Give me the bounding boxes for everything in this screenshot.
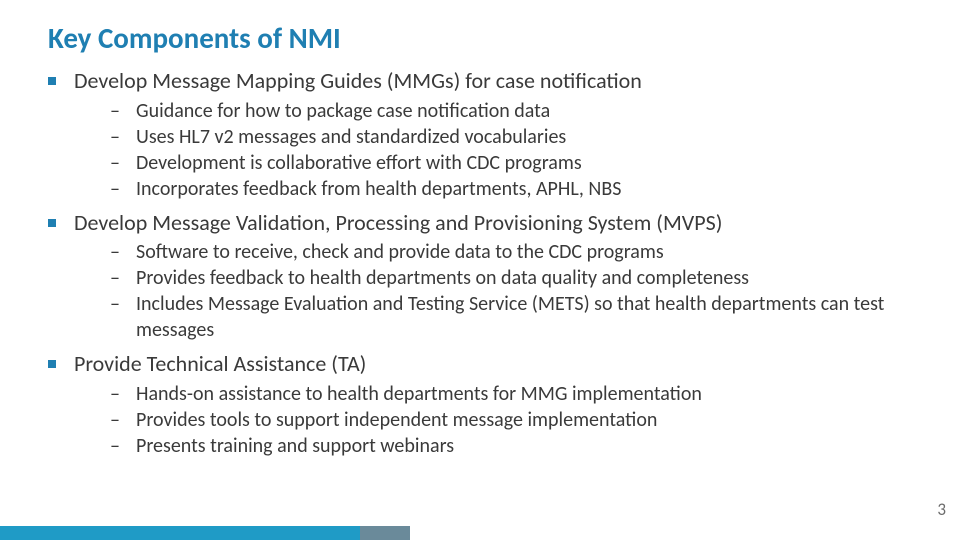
list-item: Provide Technical Assistance (TA) –Hands… [48, 349, 912, 459]
slide: Key Components of NMI Develop Message Ma… [0, 0, 960, 540]
sub-item-text: Uses HL7 v2 messages and standardized vo… [136, 124, 566, 150]
sub-list-item: –Development is collaborative effort wit… [110, 150, 912, 176]
sub-item-text: Software to receive, check and provide d… [136, 239, 664, 265]
list-item-text: Develop Message Validation, Processing a… [74, 208, 722, 238]
sub-item-text: Presents training and support webinars [136, 433, 454, 459]
square-bullet-icon [48, 360, 56, 368]
bullet-list: Develop Message Mapping Guides (MMGs) fo… [48, 66, 912, 459]
sub-list: –Guidance for how to package case notifi… [48, 98, 912, 202]
list-item-text: Provide Technical Assistance (TA) [74, 349, 366, 379]
dash-bullet-icon: – [110, 98, 124, 124]
dash-bullet-icon: – [110, 381, 124, 407]
dash-bullet-icon: – [110, 239, 124, 265]
dash-bullet-icon: – [110, 124, 124, 150]
sub-item-text: Provides feedback to health departments … [136, 265, 749, 291]
sub-item-text: Incorporates feedback from health depart… [136, 176, 621, 202]
sub-list-item: –Guidance for how to package case notifi… [110, 98, 912, 124]
dash-bullet-icon: – [110, 407, 124, 433]
sub-item-text: Provides tools to support independent me… [136, 407, 657, 433]
sub-list-item: –Hands-on assistance to health departmen… [110, 381, 912, 407]
page-number: 3 [937, 499, 946, 520]
sub-list: –Software to receive, check and provide … [48, 239, 912, 343]
sub-list-item: –Provides tools to support independent m… [110, 407, 912, 433]
list-item-text: Develop Message Mapping Guides (MMGs) fo… [74, 66, 642, 96]
sub-item-text: Development is collaborative effort with… [136, 150, 582, 176]
sub-list-item: –Includes Message Evaluation and Testing… [110, 291, 912, 343]
square-bullet-icon [48, 219, 56, 227]
list-item: Develop Message Mapping Guides (MMGs) fo… [48, 66, 912, 202]
list-item: Develop Message Validation, Processing a… [48, 208, 912, 344]
sub-item-text: Hands-on assistance to health department… [136, 381, 702, 407]
sub-list-item: –Incorporates feedback from health depar… [110, 176, 912, 202]
sub-list-item: –Presents training and support webinars [110, 433, 912, 459]
sub-item-text: Guidance for how to package case notific… [136, 98, 550, 124]
sub-list-item: –Uses HL7 v2 messages and standardized v… [110, 124, 912, 150]
square-bullet-icon [48, 77, 56, 85]
footer-accent-secondary [360, 526, 410, 540]
dash-bullet-icon: – [110, 150, 124, 176]
footer-accent-primary [0, 526, 360, 540]
sub-item-text: Includes Message Evaluation and Testing … [136, 291, 912, 343]
dash-bullet-icon: – [110, 433, 124, 459]
footer-bar [0, 524, 960, 540]
dash-bullet-icon: – [110, 176, 124, 202]
slide-title: Key Components of NMI [48, 20, 912, 56]
sub-list-item: –Provides feedback to health departments… [110, 265, 912, 291]
sub-list-item: –Software to receive, check and provide … [110, 239, 912, 265]
dash-bullet-icon: – [110, 265, 124, 291]
sub-list: –Hands-on assistance to health departmen… [48, 381, 912, 459]
dash-bullet-icon: – [110, 291, 124, 317]
